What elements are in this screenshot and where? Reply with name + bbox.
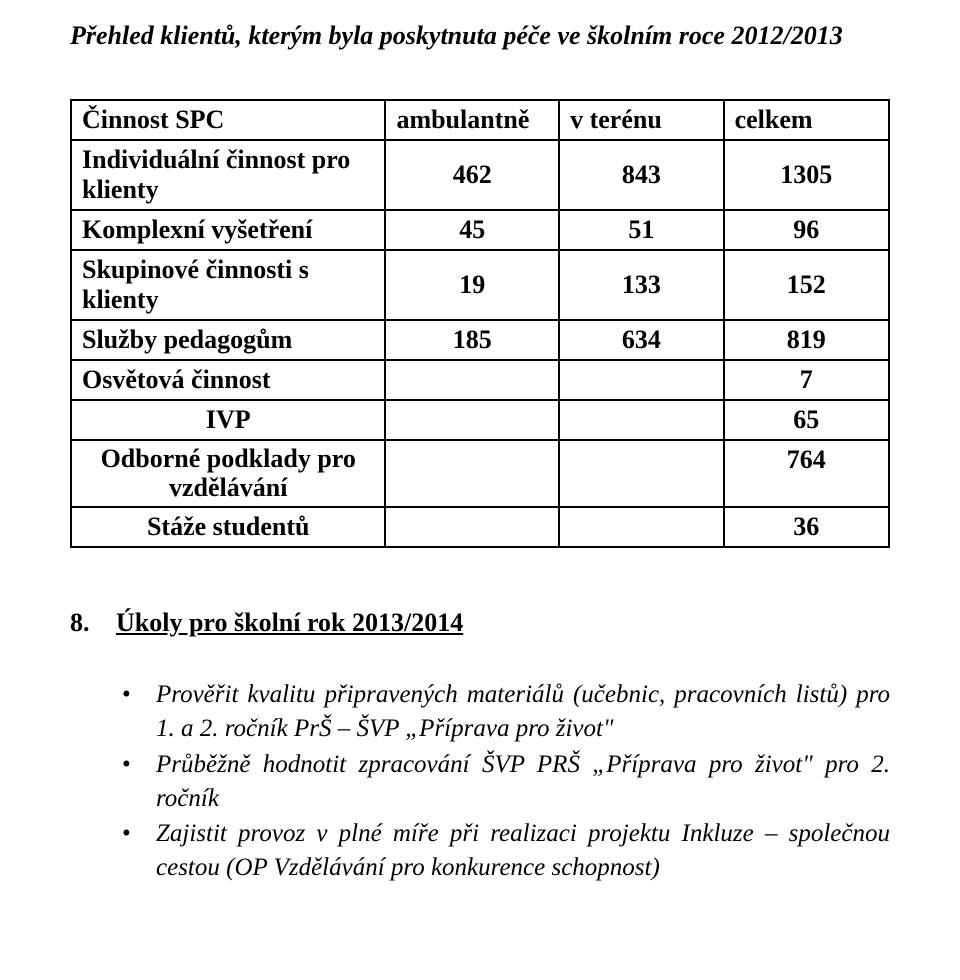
table-row: Služby pedagogům 185 634 819 [71, 320, 889, 360]
row-cell: 764 [724, 440, 889, 507]
row-label: IVP [71, 400, 385, 440]
page-heading: Přehled klientů, kterým byla poskytnuta … [70, 20, 890, 51]
section-number: 8. [70, 608, 116, 638]
section-title: 8.Úkoly pro školní rok 2013/2014 [70, 608, 890, 638]
table-row: Osvětová činnost 7 [71, 360, 889, 400]
row-label: Odborné podklady pro vzdělávání [71, 440, 385, 507]
row-cell: 51 [559, 210, 724, 250]
row-cell: 462 [385, 140, 559, 210]
table-row: Odborné podklady pro vzdělávání 764 [71, 440, 889, 507]
list-item: Prověřit kvalitu připravených materiálů … [116, 678, 890, 746]
row-cell: 185 [385, 320, 559, 360]
table-row: Skupinové činnosti s klienty 19 133 152 [71, 250, 889, 320]
row-cell [385, 360, 559, 400]
th-ambulant: ambulantně [385, 100, 559, 140]
table-header-row: Činnost SPC ambulantně v terénu celkem [71, 100, 889, 140]
task-list: Prověřit kvalitu připravených materiálů … [116, 678, 890, 885]
row-cell: 96 [724, 210, 889, 250]
row-cell: 634 [559, 320, 724, 360]
row-cell [559, 440, 724, 507]
table-row: Stáže studentů 36 [71, 507, 889, 547]
row-cell: 133 [559, 250, 724, 320]
table-row: Komplexní vyšetření 45 51 96 [71, 210, 889, 250]
row-cell: 19 [385, 250, 559, 320]
row-label: Skupinové činnosti s klienty [71, 250, 385, 320]
row-cell: 819 [724, 320, 889, 360]
row-label: Osvětová činnost [71, 360, 385, 400]
th-total: celkem [724, 100, 889, 140]
row-label: Komplexní vyšetření [71, 210, 385, 250]
row-cell [559, 507, 724, 547]
overview-table: Činnost SPC ambulantně v terénu celkem I… [70, 99, 890, 548]
list-item: Průběžně hodnotit zpracování ŠVP PRŠ „Př… [116, 748, 890, 816]
th-field: v terénu [559, 100, 724, 140]
row-cell: 36 [724, 507, 889, 547]
row-cell: 7 [724, 360, 889, 400]
row-label-line1: Odborné podklady pro [101, 444, 356, 473]
row-cell [385, 440, 559, 507]
th-activity: Činnost SPC [71, 100, 385, 140]
list-item: Zajistit provoz v plné míře při realizac… [116, 817, 890, 885]
row-cell [559, 400, 724, 440]
row-cell [385, 507, 559, 547]
row-label: Individuální činnost pro klienty [71, 140, 385, 210]
row-cell: 152 [724, 250, 889, 320]
row-cell: 65 [724, 400, 889, 440]
row-cell: 45 [385, 210, 559, 250]
row-cell [559, 360, 724, 400]
row-cell: 1305 [724, 140, 889, 210]
row-label: Stáže studentů [71, 507, 385, 547]
table-row: IVP 65 [71, 400, 889, 440]
row-label: Služby pedagogům [71, 320, 385, 360]
row-cell [385, 400, 559, 440]
section-heading-text: Úkoly pro školní rok 2013/2014 [116, 608, 463, 637]
row-label-line2: vzdělávání [169, 473, 287, 502]
table-row: Individuální činnost pro klienty 462 843… [71, 140, 889, 210]
row-cell: 843 [559, 140, 724, 210]
